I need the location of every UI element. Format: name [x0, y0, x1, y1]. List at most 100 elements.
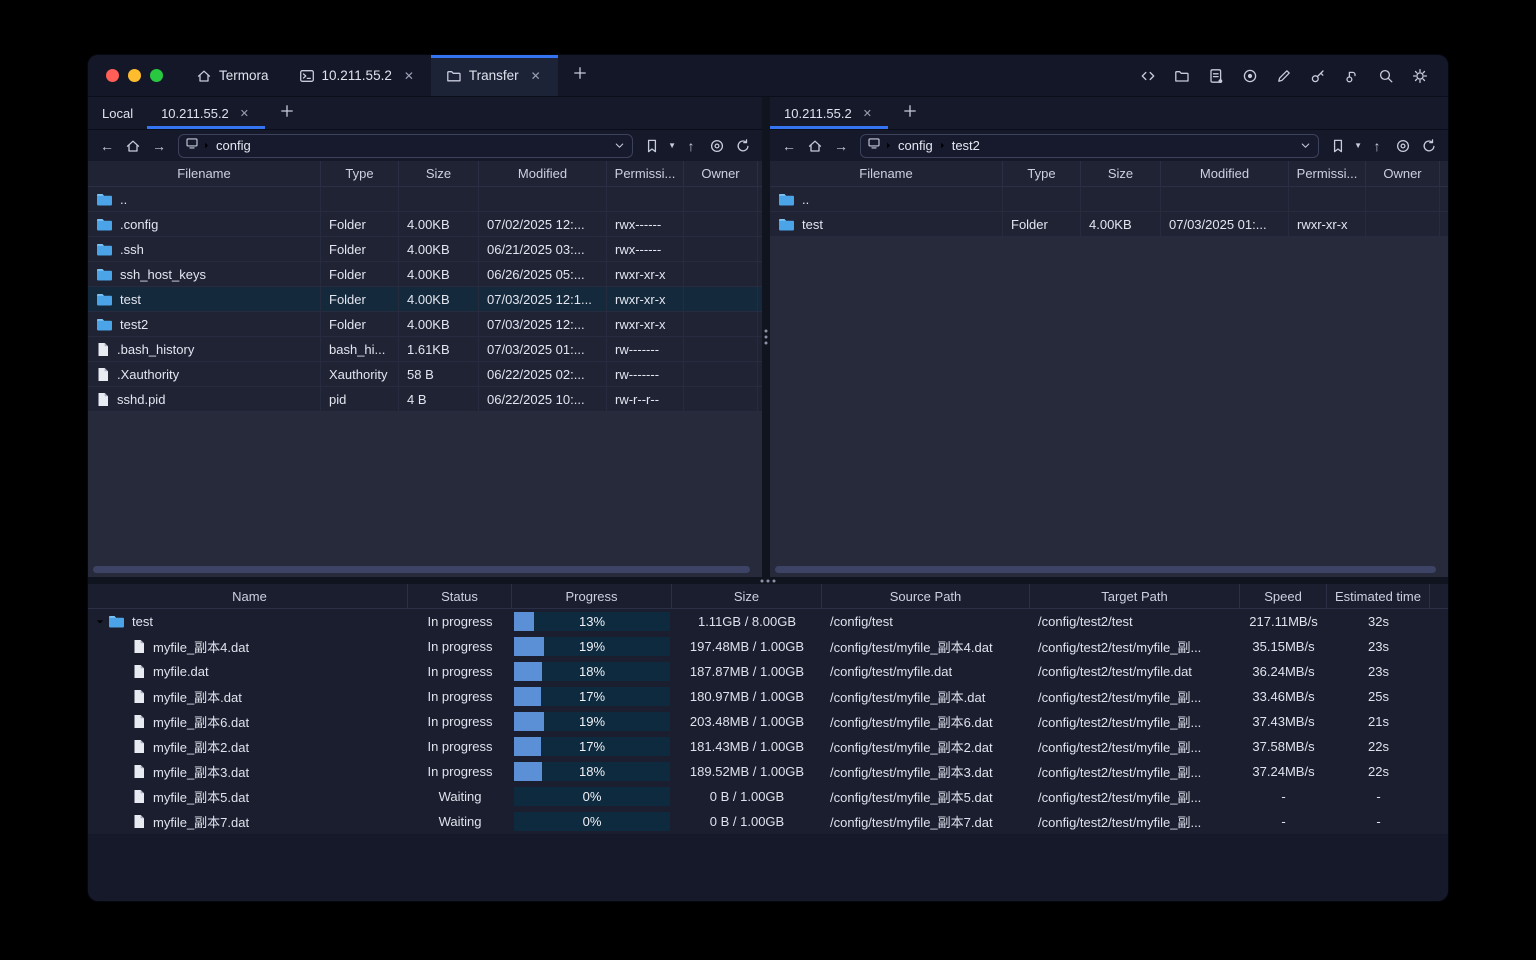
- show-hidden-files-button[interactable]: [1392, 135, 1414, 157]
- upload-button[interactable]: ↑: [1373, 137, 1381, 154]
- column-header[interactable]: Size: [399, 161, 479, 186]
- upload-button[interactable]: ↑: [687, 137, 695, 154]
- bookmark-button[interactable]: [1327, 135, 1349, 157]
- file-row[interactable]: .Xauthority Xauthority 58 B 06/22/2025 02:.…: [88, 362, 762, 387]
- column-header[interactable]: Permissi...: [607, 161, 684, 186]
- collapse-chevron-icon[interactable]: [92, 616, 108, 628]
- file-row[interactable]: .config Folder 4.00KB 07/02/2025 12:... rwx-…: [88, 212, 762, 237]
- log-icon[interactable]: [1204, 64, 1228, 88]
- tab-remote-host[interactable]: 10.211.55.2 ✕: [770, 97, 888, 129]
- size-cell: 203.48MB / 1.00GB: [689, 714, 805, 729]
- minimize-window-button[interactable]: [128, 69, 141, 82]
- progress-percent-label: 17%: [578, 689, 606, 704]
- tab-termora[interactable]: Termora: [181, 55, 284, 96]
- add-panel-tab-button[interactable]: [888, 97, 932, 129]
- panel-splitter[interactable]: [762, 97, 770, 577]
- column-header[interactable]: Owner: [684, 161, 758, 186]
- home-button[interactable]: [122, 135, 144, 157]
- transfer-row[interactable]: myfile_副本5.dat Waiting 0% 0 B / 1.00GB/conf…: [88, 784, 1448, 809]
- tab-label: Termora: [219, 68, 269, 83]
- bookmark-caret-icon[interactable]: ▼: [668, 141, 676, 150]
- close-icon[interactable]: ✕: [862, 107, 872, 120]
- status-cell: In progress: [427, 664, 493, 679]
- record-icon[interactable]: [1238, 64, 1262, 88]
- column-header[interactable]: Permissi...: [1289, 161, 1366, 186]
- back-button[interactable]: ←: [782, 137, 796, 154]
- search-icon[interactable]: [1374, 64, 1398, 88]
- tab-local[interactable]: Local: [88, 97, 147, 129]
- column-header[interactable]: Type: [1003, 161, 1081, 186]
- zoom-window-button[interactable]: [150, 69, 163, 82]
- close-window-button[interactable]: [106, 69, 119, 82]
- keychain-icon[interactable]: [1340, 64, 1364, 88]
- sftp-folder-icon[interactable]: [1170, 64, 1194, 88]
- column-header[interactable]: Status: [408, 584, 512, 608]
- column-header[interactable]: Filename: [770, 161, 1003, 186]
- column-header[interactable]: Source Path: [822, 584, 1030, 608]
- edit-icon[interactable]: [1272, 64, 1296, 88]
- forward-button[interactable]: →: [152, 137, 166, 154]
- forward-button[interactable]: →: [834, 137, 848, 154]
- column-header[interactable]: Size: [1081, 161, 1161, 186]
- status-cell: Waiting: [438, 814, 482, 829]
- chevron-down-icon[interactable]: [1299, 139, 1312, 152]
- transfer-row[interactable]: myfile_副本3.dat In progress 18% 189.52MB / 1…: [88, 759, 1448, 784]
- bookmark-caret-icon[interactable]: ▼: [1354, 141, 1362, 150]
- tab-host[interactable]: 10.211.55.2 ✕: [284, 55, 431, 96]
- column-header[interactable]: Modified: [1161, 161, 1289, 186]
- horizontal-scrollbar[interactable]: [93, 566, 750, 573]
- right-path-breadcrumb[interactable]: config test2: [860, 133, 1320, 158]
- transfer-row[interactable]: myfile.dat In progress 18% 187.87MB / 1.00G…: [88, 659, 1448, 684]
- column-header[interactable]: Modified: [479, 161, 607, 186]
- file-row[interactable]: test Folder 4.00KB 07/03/2025 12:1... rwxr-x…: [88, 287, 762, 312]
- file-row[interactable]: ..: [88, 187, 762, 212]
- transfer-row[interactable]: test In progress 13% 1.11GB / 8.00GB/config…: [88, 609, 1448, 634]
- settings-icon[interactable]: [1408, 64, 1432, 88]
- tab-transfer[interactable]: Transfer ✕: [430, 55, 558, 96]
- column-header[interactable]: Filename: [88, 161, 321, 186]
- chevron-down-icon[interactable]: [613, 139, 626, 152]
- transfer-splitter[interactable]: [88, 577, 1448, 584]
- transfer-row[interactable]: myfile_副本6.dat In progress 19% 203.48MB / 1…: [88, 709, 1448, 734]
- key-icon[interactable]: [1306, 64, 1330, 88]
- horizontal-scrollbar[interactable]: [775, 566, 1436, 573]
- file-row[interactable]: .bash_history bash_hi... 1.61KB 07/03/2025 …: [88, 337, 762, 362]
- close-icon[interactable]: ✕: [403, 68, 414, 83]
- close-icon[interactable]: ✕: [530, 68, 541, 83]
- new-tab-button[interactable]: [558, 55, 602, 96]
- refresh-button[interactable]: [1418, 135, 1440, 157]
- path-segment[interactable]: config: [216, 138, 251, 153]
- column-header[interactable]: Estimated time: [1327, 584, 1430, 608]
- file-row[interactable]: test Folder 4.00KB 07/03/2025 01:... rwxr-xr…: [770, 212, 1448, 237]
- transfer-row[interactable]: myfile_副本7.dat Waiting 0% 0 B / 1.00GB/conf…: [88, 809, 1448, 834]
- path-segment[interactable]: test2: [951, 138, 980, 153]
- column-header[interactable]: Type: [321, 161, 399, 186]
- column-header[interactable]: Name: [92, 584, 408, 608]
- column-header[interactable]: Target Path: [1030, 584, 1240, 608]
- path-segment[interactable]: config: [898, 138, 933, 153]
- column-header[interactable]: Progress: [512, 584, 672, 608]
- bookmark-button[interactable]: [641, 135, 663, 157]
- file-icon: [132, 639, 146, 654]
- show-hidden-files-button[interactable]: [706, 135, 728, 157]
- add-panel-tab-button[interactable]: [265, 97, 309, 129]
- home-button[interactable]: [804, 135, 826, 157]
- column-header[interactable]: Owner: [1366, 161, 1440, 186]
- file-row[interactable]: test2 Folder 4.00KB 07/03/2025 12:... rwxr-x…: [88, 312, 762, 337]
- transfer-row[interactable]: myfile_副本2.dat In progress 17% 181.43MB / 1…: [88, 734, 1448, 759]
- back-button[interactable]: ←: [100, 137, 114, 154]
- transfer-row[interactable]: myfile_副本4.dat In progress 19% 197.48MB / 1…: [88, 634, 1448, 659]
- column-header[interactable]: Size: [672, 584, 822, 608]
- refresh-button[interactable]: [732, 135, 754, 157]
- file-row[interactable]: .ssh Folder 4.00KB 06/21/2025 03:... rwx----…: [88, 237, 762, 262]
- eta-cell: 21s: [1368, 714, 1389, 729]
- code-snippets-icon[interactable]: [1136, 64, 1160, 88]
- file-row[interactable]: sshd.pid pid 4 B 06/22/2025 10:... rw-r--r--: [88, 387, 762, 412]
- transfer-row[interactable]: myfile_副本.dat In progress 17% 180.97MB / 1.…: [88, 684, 1448, 709]
- left-path-breadcrumb[interactable]: config: [178, 133, 634, 158]
- file-row[interactable]: ..: [770, 187, 1448, 212]
- tab-remote-host[interactable]: 10.211.55.2 ✕: [147, 97, 265, 129]
- file-row[interactable]: ssh_host_keys Folder 4.00KB 06/26/2025 05:.…: [88, 262, 762, 287]
- close-icon[interactable]: ✕: [239, 107, 250, 120]
- column-header[interactable]: Speed: [1240, 584, 1327, 608]
